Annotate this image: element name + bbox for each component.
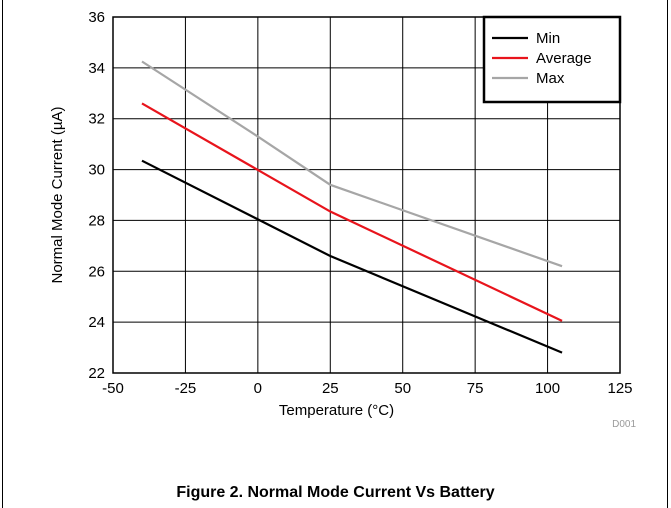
y-tick-label: 32 [88, 111, 105, 128]
x-tick-label: 0 [254, 380, 262, 397]
figure-caption: Figure 2. Normal Mode Current Vs Battery [176, 484, 495, 501]
x-tick-label: 50 [394, 380, 411, 397]
right-border [667, 0, 668, 508]
y-tick-label: 28 [88, 212, 105, 229]
x-tick-label: -50 [102, 380, 124, 397]
y-axis-title: Normal Mode Current (µA) [49, 106, 66, 283]
x-tick-label: 75 [467, 380, 484, 397]
figure-id: D001 [612, 419, 636, 430]
plot-area-border [112, 16, 621, 374]
series-line-min [141, 159, 563, 354]
y-tick-label: 34 [88, 60, 105, 77]
series-line-max [141, 60, 563, 268]
x-tick-label: -25 [175, 380, 197, 397]
y-tick-label: 36 [88, 9, 105, 26]
legend-label: Min [536, 30, 560, 47]
y-tick-label: 24 [88, 314, 105, 331]
legend-label: Average [536, 50, 592, 67]
x-tick-label: 25 [322, 380, 339, 397]
y-tick-label: 30 [88, 162, 105, 179]
legend-box [482, 15, 622, 104]
left-border [2, 0, 3, 508]
x-axis-title: Temperature (°C) [279, 402, 394, 419]
chart: -50 -25 0 25 50 75 100 125 22 24 26 28 30 32 34 36 Tempe… [49, 9, 636, 430]
x-tick-label: 100 [535, 380, 560, 397]
series-line-average [141, 102, 563, 322]
legend-label: Max [536, 70, 565, 87]
y-tick-label: 22 [88, 365, 105, 382]
y-tick-label: 26 [88, 263, 105, 280]
x-tick-label: 125 [607, 380, 632, 397]
